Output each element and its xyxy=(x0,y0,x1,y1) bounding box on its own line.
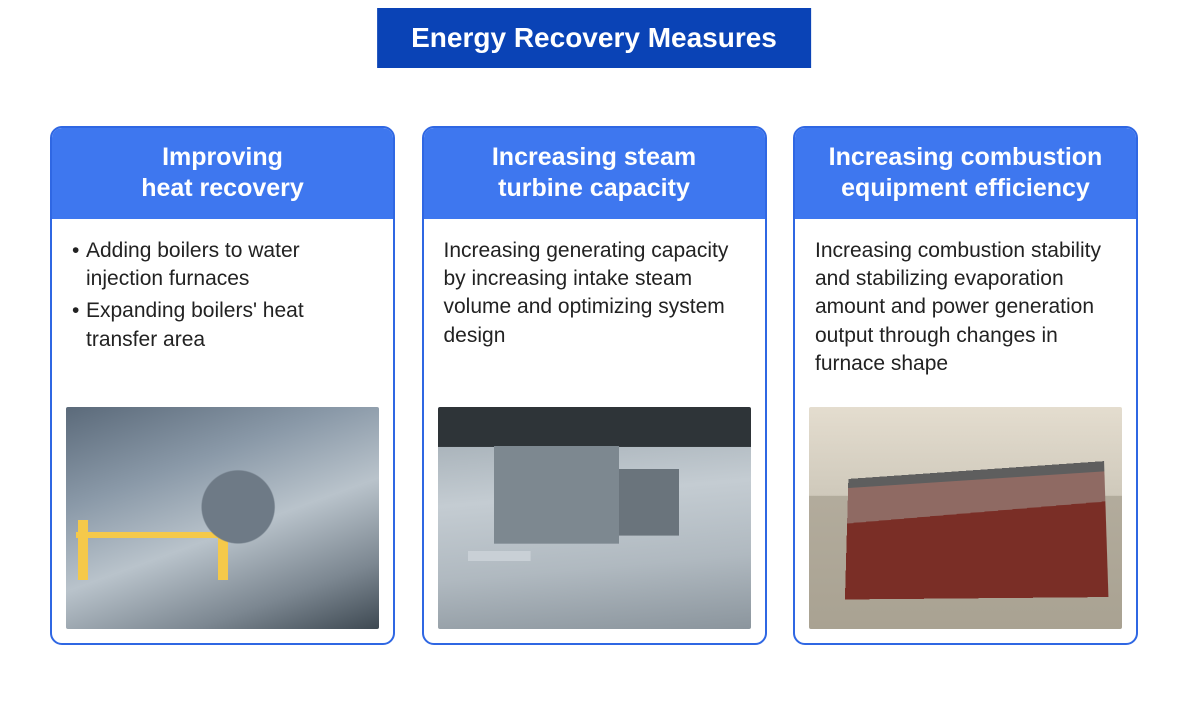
card-steam-turbine: Increasing steamturbine capacity Increas… xyxy=(422,126,767,645)
tree-connector xyxy=(0,64,1188,134)
card-heat-recovery: Improvingheat recovery Adding boilers to… xyxy=(50,126,395,645)
card-combustion-efficiency: Increasing combustionequipment efficienc… xyxy=(793,126,1138,645)
card-image-placeholder xyxy=(438,407,751,629)
card-title: Increasing steamturbine capacity xyxy=(424,128,765,219)
root-title-text: Energy Recovery Measures xyxy=(411,22,777,53)
bullet-item: Adding boilers to water injection furnac… xyxy=(72,237,373,294)
card-body: Increasing combustion stability and stab… xyxy=(795,219,1136,407)
card-body-text: Increasing generating capacity by increa… xyxy=(444,239,729,347)
card-body-text: Increasing combustion stability and stab… xyxy=(815,239,1101,375)
card-title-text: Increasing steamturbine capacity xyxy=(492,142,696,205)
card-title: Increasing combustionequipment efficienc… xyxy=(795,128,1136,219)
card-title: Improvingheat recovery xyxy=(52,128,393,219)
bullet-item: Expanding boilers' heat transfer area xyxy=(72,297,373,354)
card-image-placeholder xyxy=(809,407,1122,629)
cards-row: Improvingheat recovery Adding boilers to… xyxy=(0,126,1188,645)
root-title-box: Energy Recovery Measures xyxy=(377,8,811,68)
card-image-placeholder xyxy=(66,407,379,629)
card-title-text: Increasing combustionequipment efficienc… xyxy=(829,142,1103,205)
card-body: Adding boilers to water injection furnac… xyxy=(52,219,393,407)
card-body: Increasing generating capacity by increa… xyxy=(424,219,765,407)
card-title-text: Improvingheat recovery xyxy=(141,142,304,205)
